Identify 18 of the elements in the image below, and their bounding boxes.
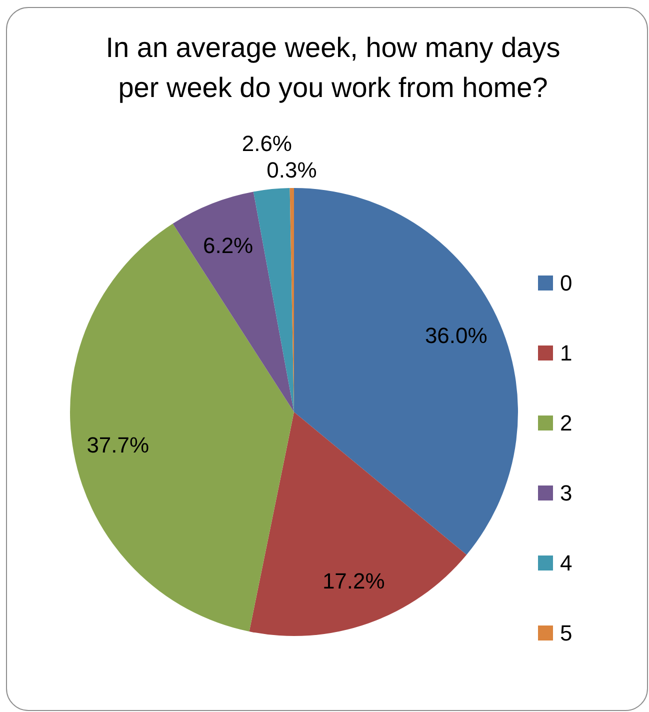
data-label: 17.2% xyxy=(322,568,385,594)
data-label: 36.0% xyxy=(424,323,488,348)
pie-slice xyxy=(172,192,294,412)
chart-title: In an average week, how many days per week do you work from home? xyxy=(106,32,560,103)
legend-label: 2 xyxy=(560,410,572,436)
pie-slice xyxy=(253,188,294,412)
legend-label: 4 xyxy=(560,550,572,576)
legend-label: 3 xyxy=(560,480,572,506)
data-label: 6.2% xyxy=(202,232,254,258)
legend-label: 1 xyxy=(560,340,572,366)
pie-slice xyxy=(294,188,518,555)
data-label: 0.3% xyxy=(266,158,317,183)
legend-label: 0 xyxy=(560,270,572,296)
pie-slice xyxy=(70,224,294,632)
legend-label: 5 xyxy=(560,620,572,646)
data-label: 2.6% xyxy=(242,130,292,156)
data-label: 37.7% xyxy=(86,432,150,458)
pie-slice xyxy=(249,412,467,636)
